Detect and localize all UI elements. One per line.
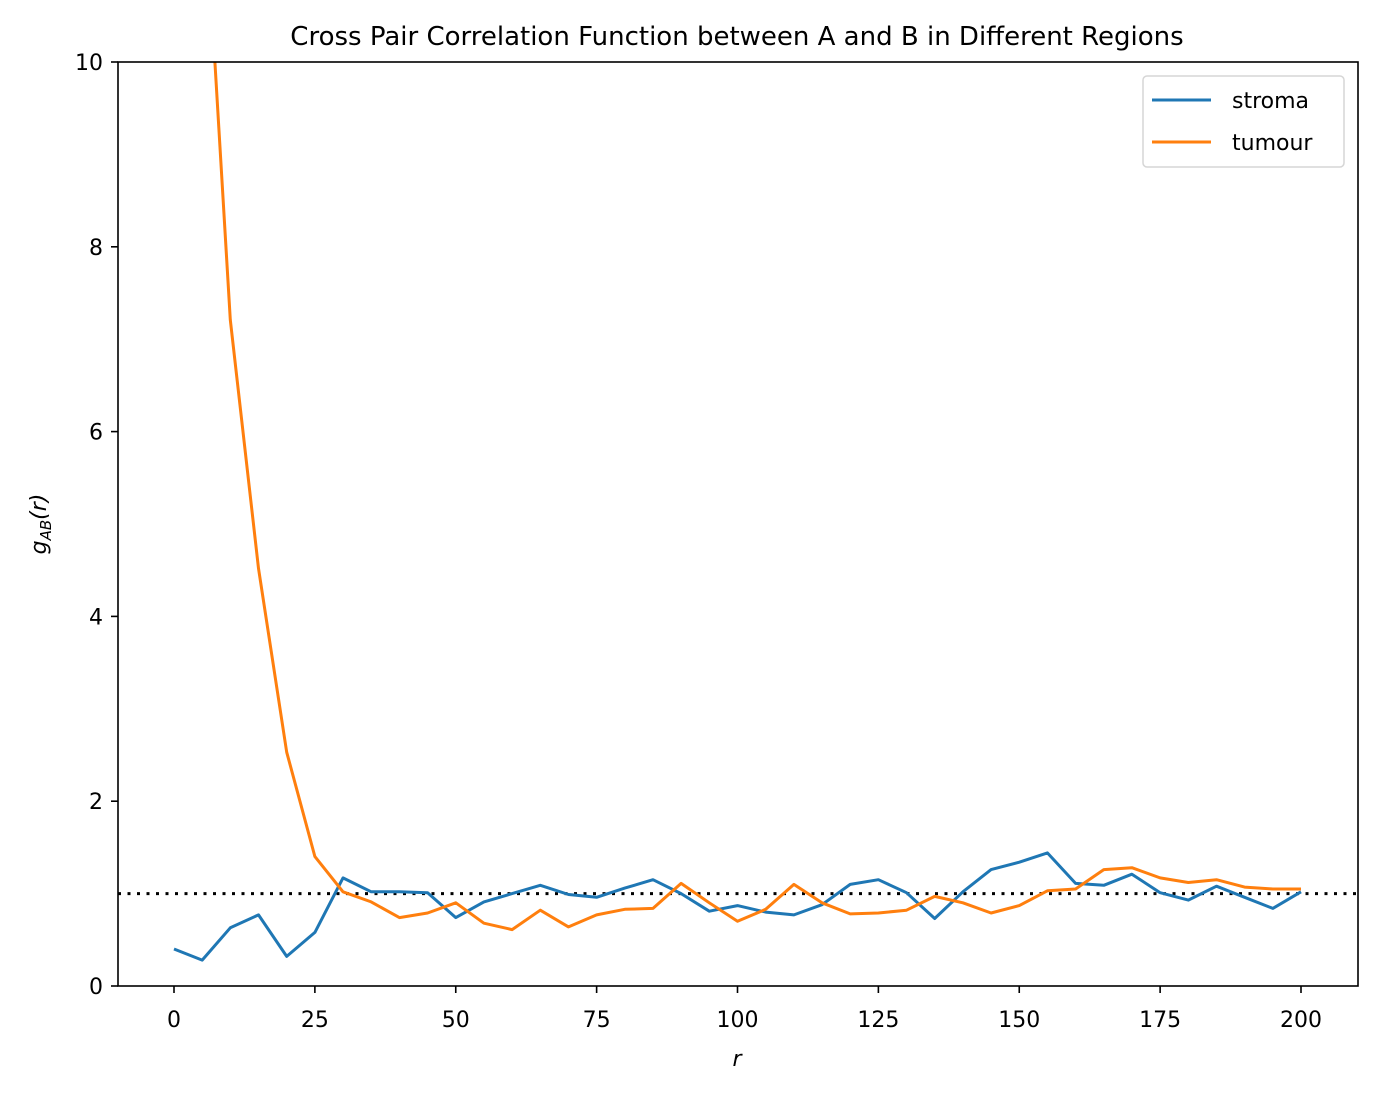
y-label-sub: AB — [37, 520, 55, 542]
x-tick-label: 100 — [717, 1008, 759, 1033]
x-tick-label: 75 — [583, 1008, 611, 1033]
chart-title: Cross Pair Correlation Function between … — [290, 22, 1183, 52]
x-axis: 0 25 50 75 100 125 150 175 200 — [167, 986, 1322, 1033]
x-tick-label: 25 — [301, 1008, 329, 1033]
x-tick-label: 0 — [167, 1008, 181, 1033]
y-label-tail: (r) — [27, 494, 52, 520]
x-tick-label: 50 — [442, 1008, 470, 1033]
y-tick-label: 8 — [89, 236, 103, 261]
y-axis-label: gAB(r) — [27, 494, 55, 555]
x-tick-label: 150 — [998, 1008, 1040, 1033]
x-tick-label: 200 — [1280, 1008, 1322, 1033]
y-tick-label: 4 — [89, 605, 103, 630]
x-tick-label: 175 — [1139, 1008, 1181, 1033]
x-tick-label: 125 — [857, 1008, 899, 1033]
plot-frame — [117, 61, 1359, 987]
y-label-main: g — [27, 540, 52, 554]
y-axis: 0 2 4 6 8 10 — [75, 51, 118, 1000]
y-tick-label: 10 — [75, 51, 103, 76]
series-line-stroma — [173, 851, 1302, 962]
y-tick-label: 6 — [89, 421, 103, 446]
legend-label-tumour: tumour — [1232, 131, 1313, 156]
y-tick-label: 2 — [89, 790, 103, 815]
y-tick-label: 0 — [89, 975, 103, 1000]
legend-label-stroma: stroma — [1232, 89, 1309, 114]
series-layer — [173, 62, 1302, 962]
plot-area — [117, 61, 1359, 987]
x-axis-label: r — [732, 1047, 743, 1072]
series-line-tumour — [213, 62, 1301, 932]
legend: stroma tumour — [1142, 75, 1345, 168]
